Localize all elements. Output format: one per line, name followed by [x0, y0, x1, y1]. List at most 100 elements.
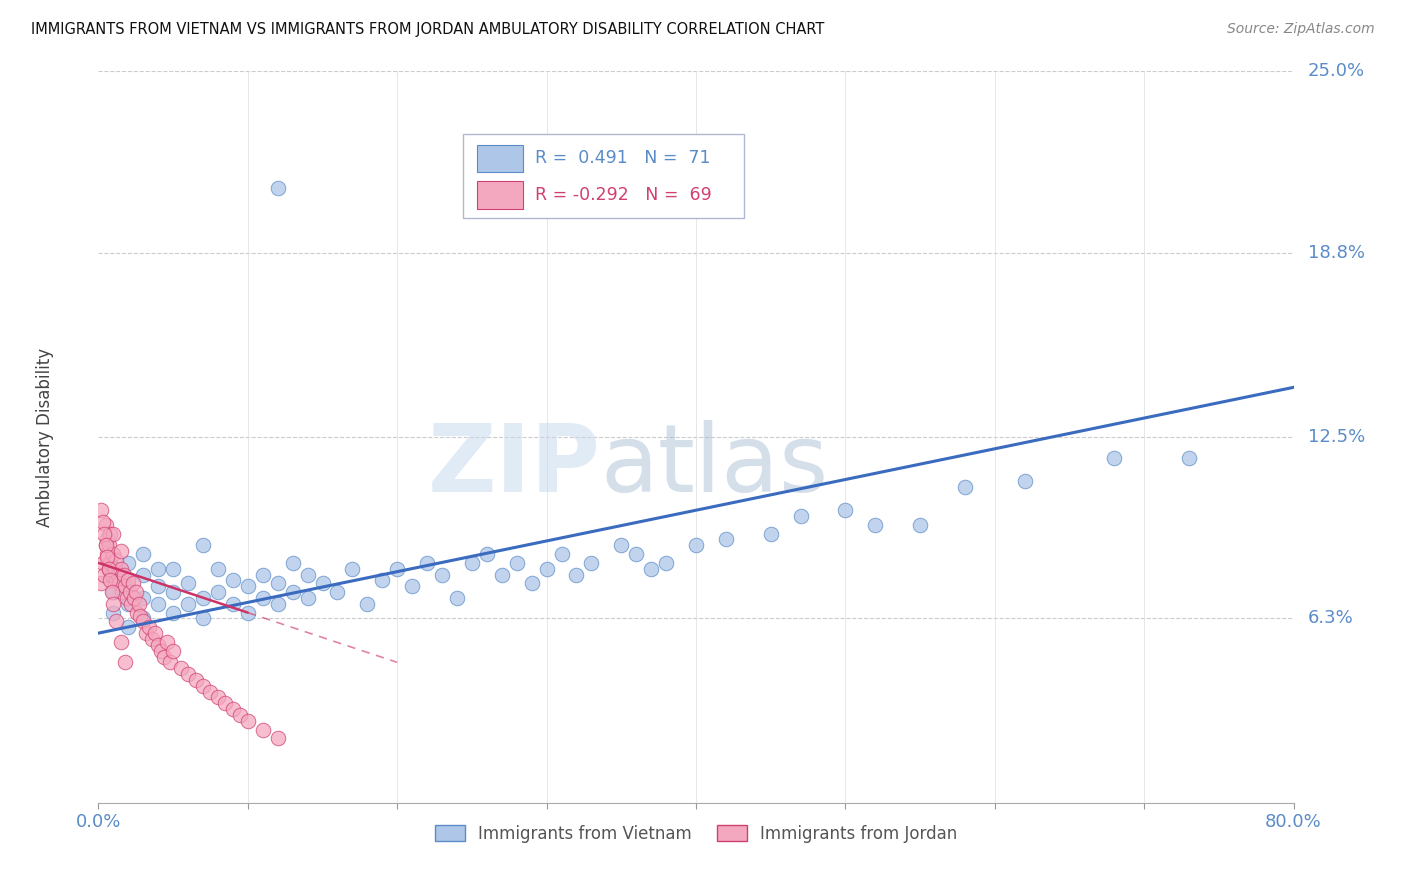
Point	[177, 576, 200, 591]
Text: IMMIGRANTS FROM VIETNAM VS IMMIGRANTS FROM JORDAN AMBULATORY DISABILITY CORRELAT: IMMIGRANTS FROM VIETNAM VS IMMIGRANTS FR…	[31, 22, 824, 37]
Point	[191, 611, 214, 625]
Point	[236, 579, 259, 593]
Point	[162, 585, 184, 599]
Point	[105, 553, 128, 567]
Point	[120, 597, 142, 611]
Point	[200, 684, 222, 698]
Point	[117, 620, 139, 634]
Point	[222, 574, 245, 588]
Point	[96, 549, 118, 564]
Point	[281, 556, 304, 570]
Point	[132, 567, 155, 582]
Point	[191, 591, 214, 605]
Point	[90, 576, 112, 591]
Point	[97, 562, 120, 576]
Text: 18.8%: 18.8%	[1308, 244, 1365, 261]
Point	[121, 576, 143, 591]
Point	[129, 608, 152, 623]
Point	[141, 632, 163, 646]
Point	[356, 597, 378, 611]
Point	[103, 567, 125, 582]
Legend: Immigrants from Vietnam, Immigrants from Jordan: Immigrants from Vietnam, Immigrants from…	[427, 818, 965, 849]
Point	[214, 696, 236, 710]
Text: Source: ZipAtlas.com: Source: ZipAtlas.com	[1227, 22, 1375, 37]
Point	[162, 562, 184, 576]
Point	[1104, 450, 1126, 465]
Point	[114, 656, 136, 670]
Point	[128, 597, 150, 611]
Point	[117, 556, 139, 570]
Point	[110, 562, 132, 576]
Point	[93, 526, 115, 541]
Point	[342, 562, 364, 576]
Point	[159, 656, 181, 670]
Point	[267, 597, 290, 611]
Point	[326, 585, 349, 599]
Point	[191, 538, 214, 552]
Point	[169, 661, 191, 675]
Point	[908, 517, 931, 532]
Point	[156, 635, 179, 649]
Point	[150, 643, 173, 657]
Point	[236, 606, 259, 620]
Point	[162, 606, 184, 620]
Text: 12.5%: 12.5%	[1308, 428, 1365, 446]
Text: R =  0.491   N =  71: R = 0.491 N = 71	[534, 149, 710, 168]
Point	[207, 690, 229, 705]
Point	[297, 591, 319, 605]
Point	[714, 533, 737, 547]
Point	[297, 567, 319, 582]
Point	[132, 547, 155, 561]
Point	[610, 538, 633, 552]
Point	[491, 567, 513, 582]
Point	[177, 667, 200, 681]
Point	[104, 562, 127, 576]
Point	[132, 591, 155, 605]
Point	[114, 579, 136, 593]
Point	[135, 626, 157, 640]
Point	[506, 556, 529, 570]
Point	[103, 606, 125, 620]
Point	[222, 702, 245, 716]
Point	[252, 723, 274, 737]
Point	[229, 708, 252, 723]
Point	[105, 615, 128, 629]
Point	[153, 649, 176, 664]
Point	[207, 585, 229, 599]
Point	[207, 562, 229, 576]
Point	[1014, 474, 1036, 488]
Point	[148, 562, 170, 576]
Text: R = -0.292   N =  69: R = -0.292 N = 69	[534, 186, 711, 204]
Point	[834, 503, 856, 517]
Point	[222, 597, 245, 611]
Point	[110, 544, 132, 558]
Point	[446, 591, 468, 605]
Point	[177, 597, 200, 611]
Point	[143, 626, 166, 640]
Point	[581, 556, 603, 570]
FancyBboxPatch shape	[463, 134, 744, 218]
Point	[101, 567, 124, 582]
Point	[118, 585, 141, 599]
Text: 25.0%: 25.0%	[1308, 62, 1365, 80]
Point	[117, 574, 139, 588]
Point	[311, 576, 333, 591]
Point	[184, 673, 207, 687]
Point	[91, 515, 114, 529]
Point	[371, 574, 394, 588]
Point	[655, 556, 678, 570]
Point	[252, 567, 274, 582]
Text: atlas: atlas	[600, 420, 828, 512]
Point	[138, 620, 160, 634]
Point	[640, 562, 662, 576]
Point	[91, 556, 114, 570]
Point	[267, 181, 290, 195]
Point	[565, 567, 588, 582]
Point	[110, 635, 132, 649]
Point	[148, 597, 170, 611]
Point	[98, 556, 122, 570]
Point	[125, 585, 148, 599]
Point	[103, 585, 125, 599]
Point	[107, 567, 129, 582]
Point	[132, 611, 155, 625]
